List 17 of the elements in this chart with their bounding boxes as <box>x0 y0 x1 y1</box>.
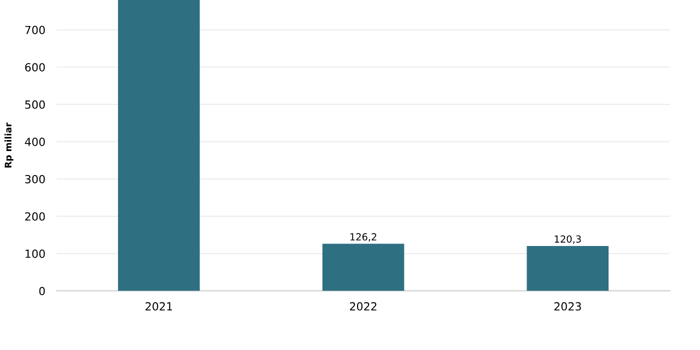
y-tick-label: 200 <box>25 212 45 221</box>
y-tick-label: 600 <box>25 63 45 72</box>
y-tick-label: 500 <box>25 100 45 109</box>
y-tick-label: 400 <box>24 138 45 146</box>
x-tick-label: 2023 <box>554 302 581 311</box>
y-tick-label: 300 <box>25 174 45 184</box>
bar <box>526 246 609 291</box>
y-tick-label: 100 <box>26 250 45 258</box>
data-label: 126,2 <box>350 233 376 242</box>
y-tick-label: 700 <box>25 26 45 34</box>
x-tick-label: 2022 <box>350 302 376 311</box>
y-tick-label: 0 <box>39 286 45 296</box>
data-label: 120,3 <box>554 235 581 244</box>
bar <box>322 244 404 291</box>
y-axis-title: Rp miliar <box>4 122 14 168</box>
bar <box>118 0 200 291</box>
x-tick-label: 2021 <box>146 302 172 311</box>
